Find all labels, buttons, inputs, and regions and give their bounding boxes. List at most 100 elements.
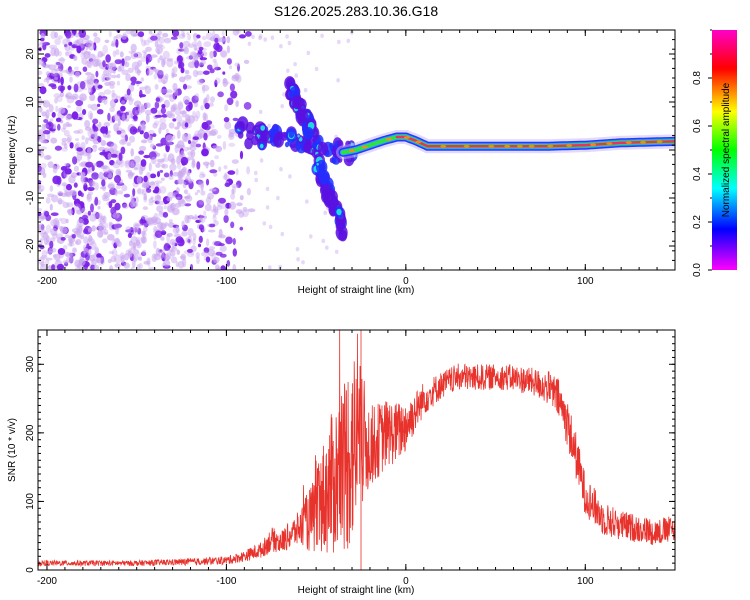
noise-speckle [129,172,135,176]
noise-speckle [213,61,219,71]
noise-speckle [193,102,199,108]
noise-speckle [97,199,101,206]
noise-speckle [54,145,63,151]
noise-speckle [184,203,192,207]
noise-speckle [133,167,139,171]
noise-speckle [247,41,252,46]
noise-speckle [109,159,115,166]
noise-speckle [143,39,150,46]
noise-speckle [164,94,173,98]
noise-speckle [46,154,51,160]
noise-speckle [203,132,208,141]
noise-speckle [219,253,227,258]
noise-speckle [42,99,51,108]
noise-speckle [245,31,252,37]
noise-speckle [120,254,125,264]
noise-speckle [115,34,123,39]
noise-speckle [176,249,181,255]
noise-speckle [226,97,234,106]
noise-speckle [172,82,178,91]
noise-speckle [169,93,175,103]
noise-speckle [152,133,157,138]
noise-speckle [234,62,240,67]
noise-speckle [232,248,237,257]
noise-speckle [108,201,113,209]
noise-speckle [222,77,227,84]
noise-speckle [53,253,61,261]
noise-speckle [87,51,91,56]
noise-speckle [109,62,117,71]
noise-speckle [110,143,118,151]
noise-speckle [92,123,96,132]
noise-speckle [76,45,82,54]
noise-speckle [38,137,42,142]
noise-speckle [288,174,292,179]
signal-core-peak [606,142,613,146]
noise-speckle [150,35,158,41]
noise-speckle [130,148,134,157]
noise-speckle [181,30,185,37]
noise-speckle [52,232,58,240]
x-tick-label: 0 [403,576,409,587]
noise-speckle [198,214,206,224]
noise-speckle [140,235,146,244]
noise-speckle [50,69,58,77]
signal-blob [244,137,254,150]
noise-speckle [38,70,43,76]
noise-speckle [108,250,115,255]
noise-speckle [114,222,122,231]
noise-speckle [195,179,204,185]
noise-speckle [239,195,244,201]
noise-speckle [203,70,210,75]
noise-speckle [49,203,53,211]
noise-speckle [102,76,107,82]
noise-speckle [84,120,91,128]
noise-speckle [49,118,54,122]
noise-speckle [111,93,118,102]
noise-speckle [163,172,170,178]
noise-speckle [182,166,187,172]
noise-speckle [102,222,109,229]
signal-blob [238,121,245,129]
noise-speckle [235,168,239,176]
noise-speckle [132,242,136,250]
noise-speckle [157,70,164,79]
noise-speckle [127,248,133,257]
noise-speckle [305,199,309,204]
noise-speckle [190,141,195,147]
noise-speckle [164,73,169,80]
noise-speckle [140,124,147,130]
noise-speckle [161,86,167,95]
noise-speckle [93,78,99,84]
noise-speckle [164,222,169,227]
noise-speckle [137,31,145,38]
noise-speckle [189,145,197,151]
signal-blob-core [297,134,300,138]
noise-speckle [204,102,210,110]
noise-speckle [56,95,63,103]
noise-speckle [143,196,148,203]
noise-speckle [102,60,106,68]
noise-speckle [154,230,163,238]
noise-speckle [227,170,236,175]
noise-speckle [60,76,64,86]
noise-speckle [96,109,104,115]
noise-speckle [71,234,77,239]
noise-speckle [181,230,188,237]
noise-speckle [73,182,78,188]
noise-speckle [83,236,89,245]
noise-speckle [64,51,70,57]
noise-speckle [112,212,120,219]
noise-speckle [129,126,138,135]
noise-speckle [232,238,236,245]
signal-blob [303,127,314,140]
noise-speckle [116,73,121,79]
noise-speckle [107,169,114,174]
noise-speckle [45,224,52,233]
noise-speckle [142,121,146,130]
noise-speckle [149,143,155,149]
noise-speckle [119,51,124,58]
y-tick-label: 0 [25,147,36,153]
noise-speckle [161,163,169,169]
noise-speckle [73,83,79,93]
